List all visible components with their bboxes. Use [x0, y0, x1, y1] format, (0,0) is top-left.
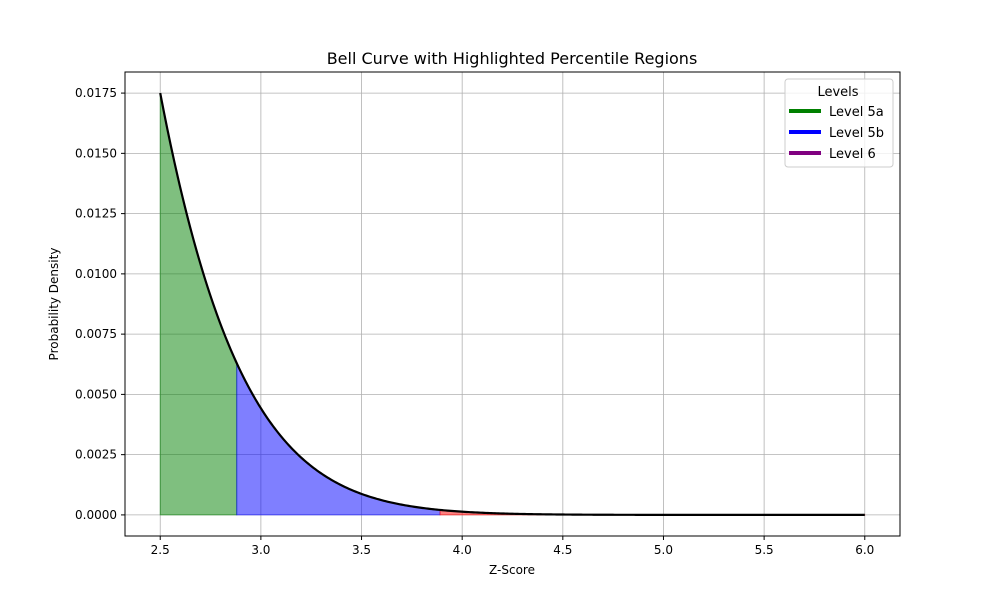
chart-title: Bell Curve with Highlighted Percentile R…	[327, 49, 698, 68]
x-tick-label: 5.0	[654, 543, 673, 557]
y-tick-label: 0.0025	[75, 448, 117, 462]
x-axis-ticks: 2.5 3.0 3.5 4.0 4.5 5.0 5.5 6.0	[151, 536, 874, 557]
legend-items: Level 5a Level 5b Level 6	[789, 105, 884, 162]
grid	[125, 72, 900, 536]
x-tick-label: 4.0	[453, 543, 472, 557]
y-tick-label: 0.0000	[75, 508, 117, 522]
legend-label: Level 6	[829, 147, 876, 162]
y-tick-label: 0.0125	[75, 207, 117, 221]
region-fills	[159, 92, 865, 516]
region-fill-1	[159, 92, 238, 516]
region-fill-2	[236, 362, 441, 516]
y-tick-label: 0.0050	[75, 387, 117, 401]
density-curve	[159, 92, 865, 517]
y-tick-label: 0.0100	[75, 267, 117, 281]
y-axis-title: Probability Density	[47, 248, 61, 361]
y-tick-label: 0.0075	[75, 327, 117, 341]
x-tick-label: 5.5	[755, 543, 774, 557]
legend: Levels Level 5a Level 5b Level 6	[784, 78, 894, 168]
x-axis-title: Z-Score	[489, 563, 535, 577]
y-tick-label: 0.0150	[75, 146, 117, 160]
x-tick-label: 3.5	[352, 543, 371, 557]
y-tick-label: 0.0175	[75, 86, 117, 100]
plot-frame	[124, 71, 901, 537]
legend-box	[784, 78, 894, 168]
legend-label: Level 5a	[829, 105, 884, 120]
x-tick-label: 3.0	[251, 543, 270, 557]
legend-title: Levels	[817, 85, 858, 100]
legend-label: Level 5b	[829, 126, 884, 141]
y-axis-ticks: 0.0000 0.0025 0.0050 0.0075 0.0100 0.0125 0.01…	[75, 86, 125, 522]
curve-layer	[159, 92, 865, 517]
x-tick-label: 6.0	[855, 543, 874, 557]
x-tick-label: 2.5	[151, 543, 170, 557]
x-tick-label: 4.5	[553, 543, 572, 557]
